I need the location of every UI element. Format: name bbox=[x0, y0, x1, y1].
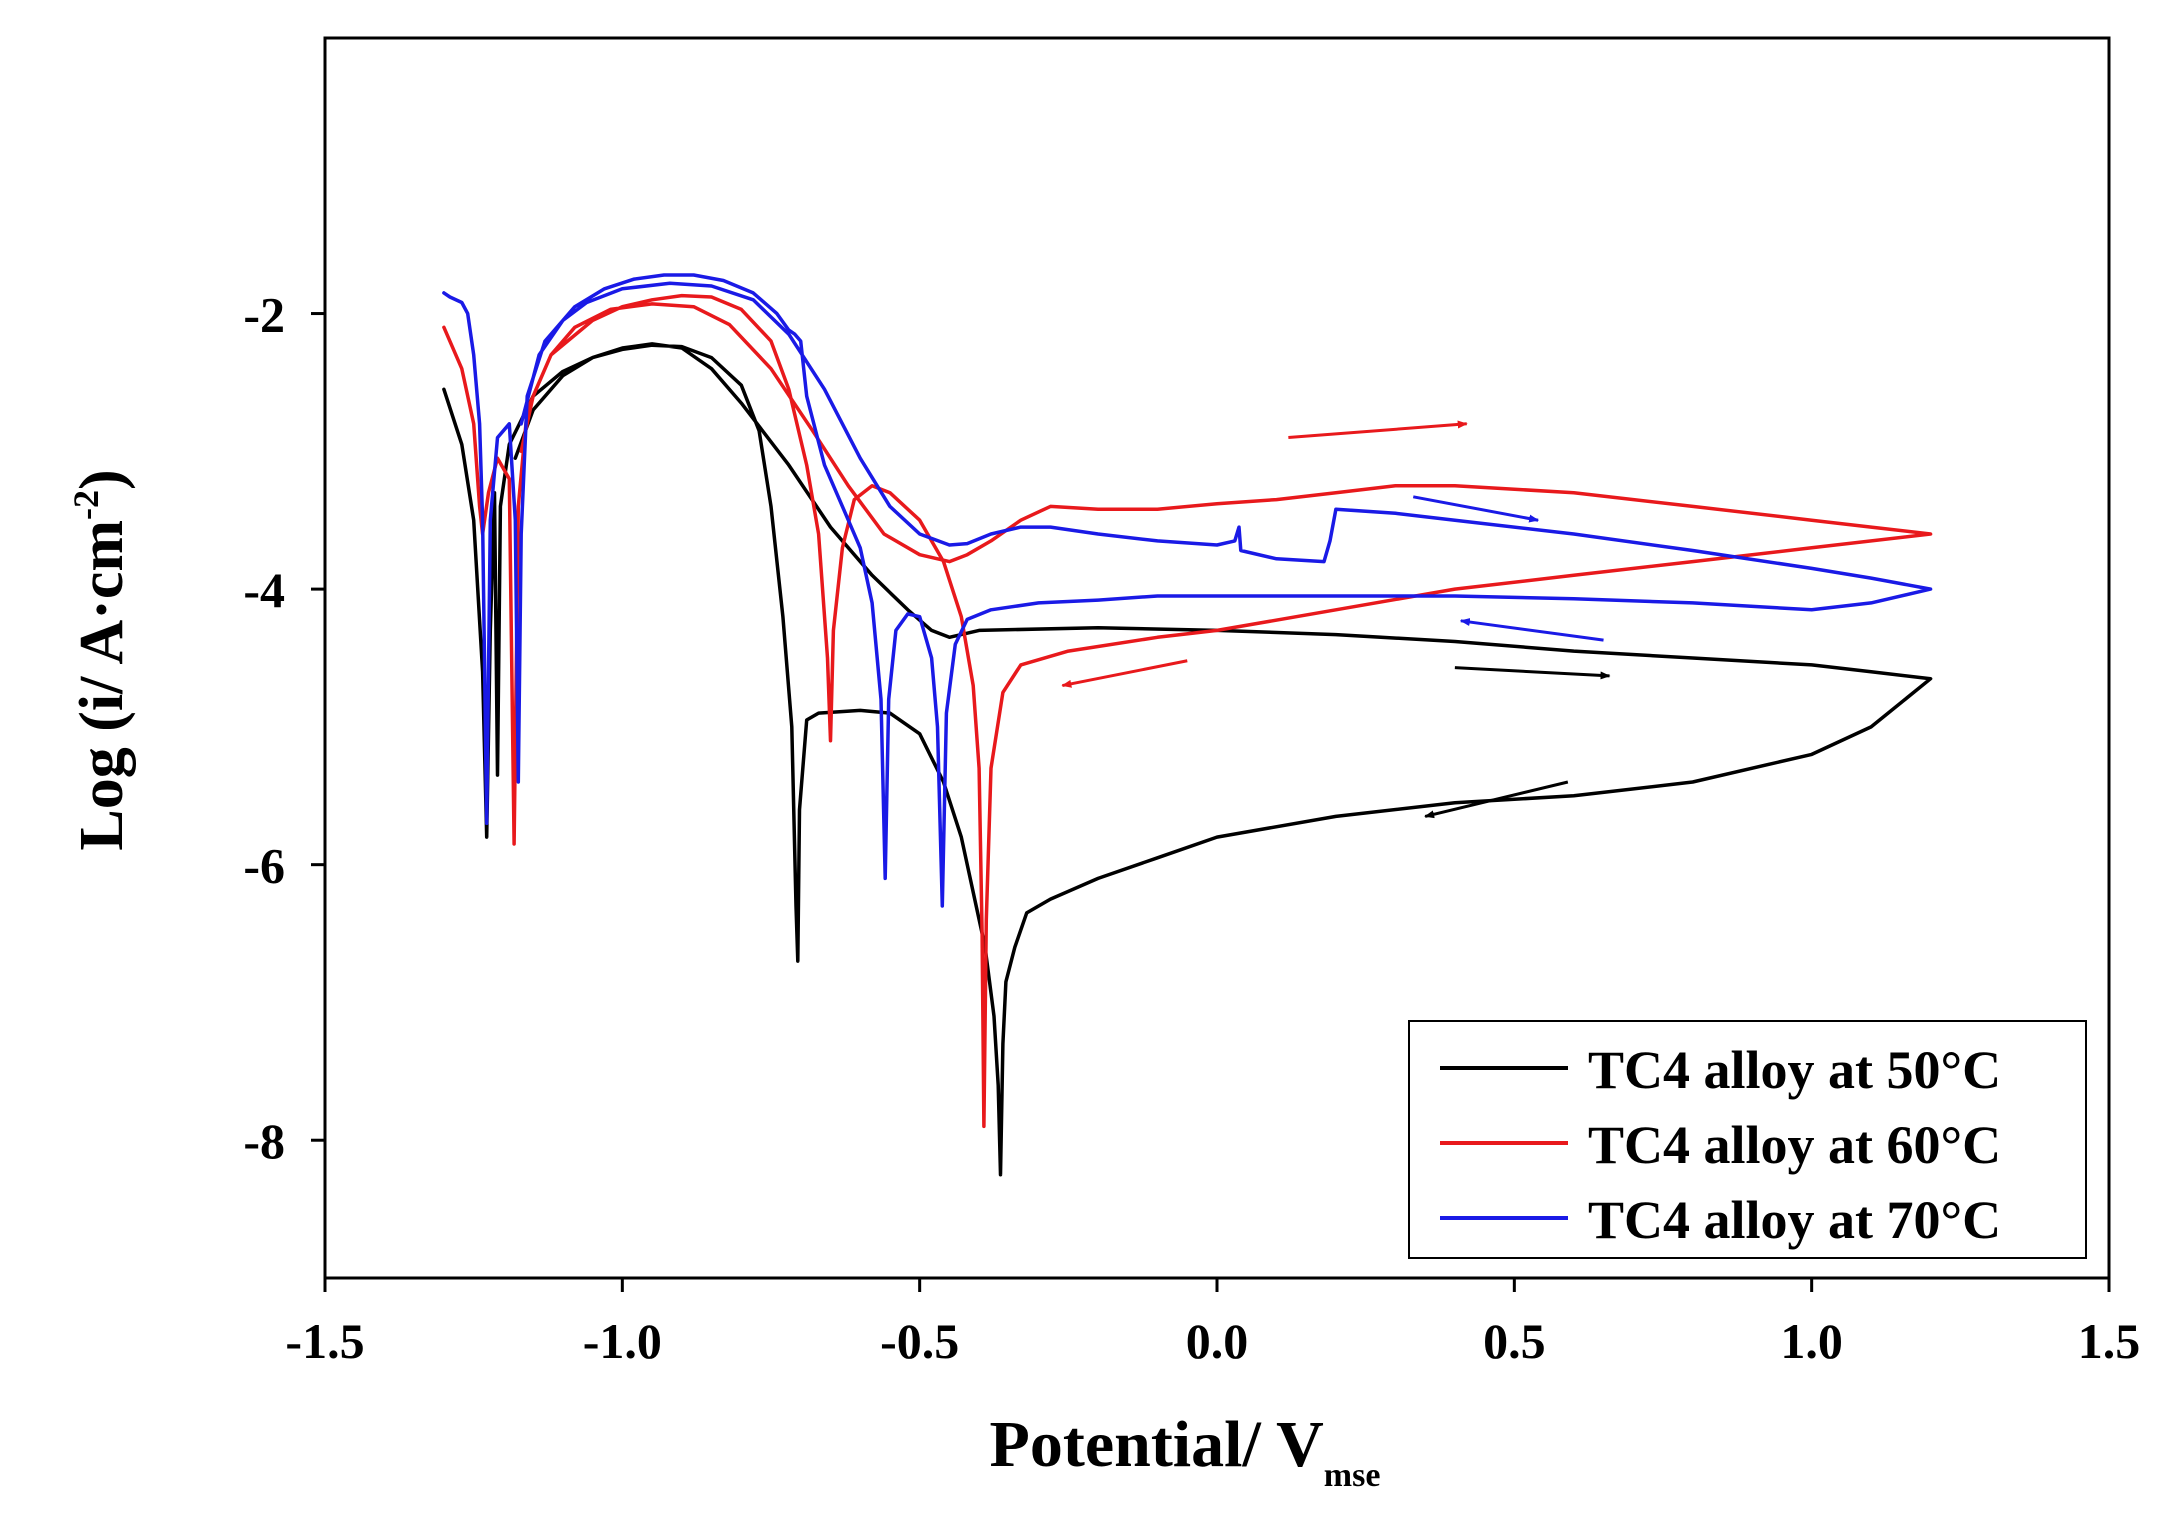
legend: TC4 alloy at 50°C TC4 alloy at 60°C TC4 … bbox=[1408, 1020, 2087, 1259]
x-tick-label: -1.5 bbox=[285, 1313, 364, 1369]
legend-label-70c: TC4 alloy at 70°C bbox=[1588, 1190, 2001, 1250]
x-axis: -1.5 -1.0 -0.5 0.0 0.5 1.0 1.5 bbox=[285, 1278, 2140, 1369]
y-tick-label: -6 bbox=[243, 838, 285, 894]
y-tick-label: -4 bbox=[243, 562, 285, 618]
scan-direction-arrow bbox=[1288, 420, 1468, 440]
legend-label-50c: TC4 alloy at 50°C bbox=[1588, 1040, 2001, 1100]
scan-direction-arrow bbox=[1459, 618, 1604, 642]
x-tick-label: 1.0 bbox=[1780, 1313, 1843, 1369]
x-tick-label: -0.5 bbox=[880, 1313, 959, 1369]
series-layer bbox=[442, 273, 1933, 1177]
arrow-layer bbox=[1061, 420, 1611, 819]
y-axis-label-superscript: -2 bbox=[66, 490, 106, 520]
scan-direction-arrow bbox=[1454, 666, 1611, 680]
scan-direction-arrow bbox=[1061, 659, 1188, 688]
x-tick-label: 0.5 bbox=[1483, 1313, 1546, 1369]
x-tick-label: 0.0 bbox=[1186, 1313, 1249, 1369]
x-axis-label-subscript: mse bbox=[1324, 1457, 1381, 1494]
x-tick-label: -1.0 bbox=[583, 1313, 662, 1369]
y-tick-label: -8 bbox=[243, 1113, 285, 1169]
series-line-2 bbox=[442, 273, 1933, 908]
y-axis-label-close: ) bbox=[68, 469, 136, 490]
scan-direction-arrow bbox=[1412, 495, 1540, 523]
x-tick-label: 1.5 bbox=[2078, 1313, 2141, 1369]
legend-label-60c: TC4 alloy at 60°C bbox=[1588, 1115, 2001, 1175]
x-axis-label: Potential/ Vmse bbox=[990, 1408, 1381, 1494]
y-axis: -2 -4 -6 -8 bbox=[243, 287, 325, 1169]
scan-direction-arrow bbox=[1424, 780, 1569, 819]
y-axis-label: Log (i/ A·cm-2) bbox=[66, 469, 136, 850]
series-line-1 bbox=[442, 293, 1933, 1129]
y-tick-label: -2 bbox=[243, 287, 285, 343]
